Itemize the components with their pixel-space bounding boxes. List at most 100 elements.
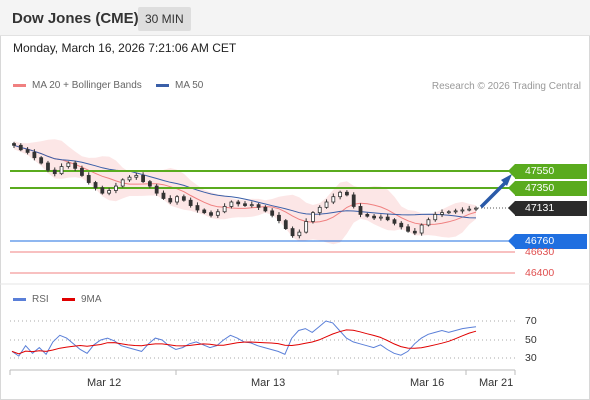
candle: [93, 180, 98, 191]
candle-body: [32, 151, 37, 159]
candle-body: [440, 212, 444, 215]
candle-body: [399, 222, 404, 228]
candle: [331, 193, 336, 205]
candle-body: [385, 216, 390, 221]
candle: [12, 141, 16, 148]
candle: [338, 190, 343, 200]
support-1-tag: 46760: [508, 234, 587, 249]
support-1-value: 46760: [525, 235, 555, 247]
support-3-label: 46400: [525, 267, 555, 279]
candle: [195, 202, 200, 213]
candle-body: [222, 206, 227, 213]
candle-body: [114, 185, 118, 191]
candle: [181, 194, 186, 202]
candle: [243, 201, 247, 207]
candle-body: [175, 196, 179, 203]
candle-body: [127, 176, 132, 181]
candle-body: [290, 228, 295, 237]
target-arrow-shaft: [479, 179, 509, 209]
rsi-ma-swatch: [62, 298, 75, 301]
candle: [154, 183, 159, 196]
candle: [317, 205, 322, 216]
candle: [236, 199, 241, 207]
candle-body: [256, 204, 261, 208]
x-label-mar16: Mar 16: [410, 377, 445, 389]
candle-body: [215, 211, 220, 216]
candle-body: [460, 209, 465, 212]
support-2-label: 46630: [525, 246, 555, 258]
candle-body: [453, 210, 458, 213]
candle: [378, 214, 383, 221]
candle: [433, 211, 438, 222]
legend-rsi-ma: 9MA: [62, 294, 102, 305]
candle: [209, 210, 213, 218]
candle-body: [181, 196, 186, 201]
candle-body: [52, 169, 57, 175]
candle: [256, 203, 261, 210]
candle-body: [80, 167, 84, 176]
timeframe-badge[interactable]: 30 MIN: [138, 7, 191, 31]
candle-body: [195, 205, 200, 211]
candle: [426, 217, 431, 227]
resistance-2-tag: 47550: [508, 164, 587, 179]
candle-body: [392, 219, 397, 224]
candle-body: [209, 212, 213, 216]
candle: [311, 211, 315, 224]
rsi-swatch: [13, 298, 26, 301]
candle-body: [433, 214, 438, 221]
candle: [474, 206, 478, 212]
candle: [18, 143, 23, 152]
candle: [406, 224, 410, 233]
candle: [263, 205, 268, 213]
legend-rsi-ma-label: 9MA: [81, 294, 102, 305]
candle-body: [141, 175, 145, 183]
candle-body: [426, 219, 431, 226]
rsi-ma-line: [11, 329, 477, 355]
candle-body: [154, 185, 159, 194]
candle: [358, 203, 363, 218]
candle: [127, 175, 132, 182]
candle-body: [372, 215, 376, 219]
candle: [147, 180, 152, 189]
candle: [419, 223, 424, 236]
candle-body: [249, 204, 254, 207]
candle-body: [311, 212, 315, 222]
x-axis-ticks: [9, 370, 516, 375]
candle: [460, 207, 465, 214]
candle: [134, 172, 139, 180]
candle: [32, 149, 37, 161]
candle-body: [134, 175, 139, 178]
resistance-1-value: 47350: [525, 182, 555, 194]
candle-body: [406, 226, 410, 232]
candle: [188, 197, 193, 208]
legend-ma20: MA 20 + Bollinger Bands: [13, 80, 142, 91]
candle: [304, 218, 309, 234]
candle-body: [229, 201, 234, 207]
candle-body: [317, 206, 322, 214]
candle-body: [283, 220, 288, 229]
legend-ma50-label: MA 50: [175, 80, 204, 91]
candle: [168, 195, 173, 205]
ma50-line: [13, 144, 477, 219]
candle-body: [263, 206, 268, 212]
candle-body: [365, 214, 370, 217]
candle-body: [351, 194, 356, 207]
legend-ma20-label: MA 20 + Bollinger Bands: [32, 80, 142, 91]
candle-body: [243, 203, 247, 206]
candle: [175, 195, 179, 205]
candle-body: [18, 144, 23, 151]
candle-body: [25, 149, 30, 153]
legend-rsi: RSI: [13, 294, 49, 305]
candle: [446, 210, 451, 215]
candle: [249, 201, 254, 208]
ma20-swatch: [13, 84, 26, 87]
candle-body: [59, 166, 64, 175]
candle-body: [324, 201, 329, 208]
candle-body: [168, 198, 173, 203]
candle: [440, 209, 444, 218]
candle-body: [236, 201, 241, 205]
candle-body: [39, 157, 44, 164]
candle-body: [73, 162, 78, 169]
candle: [114, 182, 118, 194]
